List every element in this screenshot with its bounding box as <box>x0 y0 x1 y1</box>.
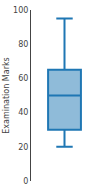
svg-text:0: 0 <box>23 177 28 186</box>
svg-text:60: 60 <box>18 74 28 83</box>
svg-text:40: 40 <box>18 108 28 117</box>
svg-text:20: 20 <box>18 143 28 152</box>
svg-text:80: 80 <box>18 40 28 49</box>
svg-text:100: 100 <box>13 6 28 15</box>
svg-text:Examination Marks: Examination Marks <box>2 57 11 133</box>
